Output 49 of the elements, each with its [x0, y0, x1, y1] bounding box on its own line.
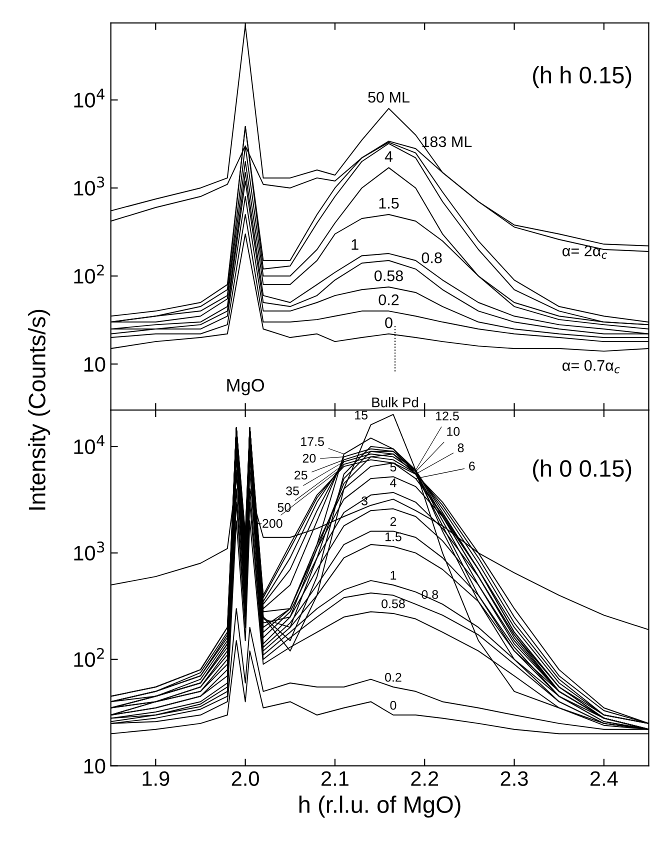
annotation: α= 0.7α$_{c}$	[562, 360, 620, 374]
annotation: (h 0 0.15)	[533, 460, 632, 482]
annotation: 0	[385, 317, 392, 328]
x-axis-title: h (r.l.u. of MgO)	[299, 796, 460, 818]
annotation: 35	[286, 486, 299, 496]
y-tick-label: 10	[84, 758, 106, 774]
annotation: 6	[469, 462, 475, 471]
annotation: 15	[355, 410, 368, 420]
annotation: MgO	[227, 378, 264, 396]
annotation: 25	[294, 470, 308, 480]
x-tick-label: 1.9	[142, 771, 170, 786]
annotation: 17.5	[301, 437, 324, 446]
annotation: 50	[278, 503, 291, 512]
annotation: 0.2	[385, 672, 402, 682]
annotation: 183 ML	[422, 136, 472, 148]
annotation: 1	[352, 239, 358, 250]
y-tick-label: 10$^{3}$	[74, 542, 104, 561]
x-tick-label: 2.1	[322, 771, 348, 786]
annotation: 8	[458, 443, 464, 452]
y-tick-label: 10$^{2}$	[74, 648, 104, 667]
x-tick-label: 2.4	[590, 771, 618, 786]
y-tick-label: 10$^{4}$	[74, 435, 104, 454]
ref-line-label: Bulk Pd	[372, 397, 418, 408]
annotation: 12.5	[436, 412, 459, 420]
annotation: 20	[302, 454, 316, 463]
annotation: 0.8	[422, 590, 438, 599]
y-tick-label: 10$^{2}$	[74, 264, 104, 284]
y-tick-label: 10$^{3}$	[74, 176, 104, 196]
annotation: 10	[447, 427, 460, 436]
annotation: 0.8	[422, 252, 442, 264]
x-tick-label: 2.3	[500, 771, 528, 786]
x-tick-label: 2.0	[232, 771, 259, 786]
annotation: 50 ML	[368, 92, 410, 103]
annotation: 1.5	[379, 198, 399, 209]
annotation: 0.2	[378, 294, 399, 306]
y-axis-title: Intensity (Counts/s)	[28, 310, 50, 510]
annotation: 1	[390, 571, 396, 580]
annotation: (h h 0.15)	[533, 66, 632, 88]
annotation: 0.58	[374, 270, 403, 282]
y-tick-label: 10$^{4}$	[74, 88, 104, 108]
y-tick-label: 10	[84, 357, 106, 372]
annotation: 3	[362, 496, 368, 506]
annotation: 1.5	[386, 532, 402, 542]
annotation: 4	[390, 478, 396, 488]
annotation: 4	[384, 151, 393, 162]
annotation: 0.58	[382, 599, 405, 608]
x-tick-label: 2.2	[411, 771, 438, 786]
annotation: 2	[390, 517, 396, 526]
annotation: 0	[390, 700, 396, 710]
